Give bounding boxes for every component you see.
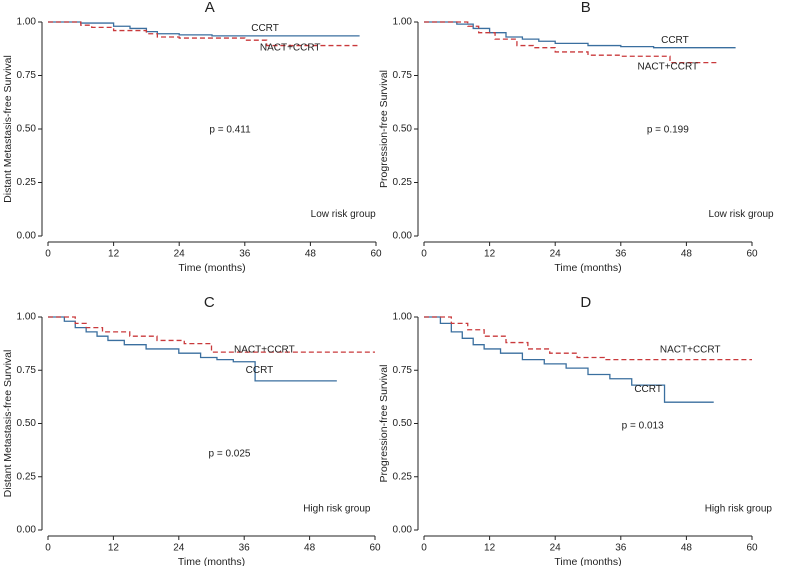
y-tick-label: 1.00 [393,312,413,323]
y-tick-label: 0.75 [17,365,37,376]
survival-curve [48,316,375,353]
y-tick-label: 0.25 [17,471,37,482]
x-tick-label: 60 [370,249,382,260]
panel-title: B [581,0,591,16]
y-tick-label: 0.00 [393,525,413,536]
series-label: CCRT [251,23,279,34]
group-label: High risk group [705,503,773,514]
survival-curve [48,21,360,37]
y-tick-label: 0.75 [393,365,413,376]
y-tick-label: 0.50 [17,124,37,135]
x-tick-label: 12 [484,543,496,554]
x-tick-label: 24 [550,543,562,554]
y-tick-label: 0.00 [393,231,413,242]
survival-curve [424,316,714,403]
x-tick-label: 36 [239,543,251,554]
x-axis-label: Time (months) [554,556,621,566]
x-tick-label: 48 [305,249,317,260]
y-tick-label: 0.00 [17,231,37,242]
y-axis-label: Distant Metastasis-free Survival [2,350,14,498]
survival-curve [424,21,736,49]
group-label: Low risk group [709,209,774,220]
x-tick-label: 24 [550,249,562,260]
series-label: CCRT [634,384,662,395]
y-tick-label: 1.00 [393,17,413,28]
x-tick-label: 12 [484,249,496,260]
series-label: NACT+CCRT [660,345,721,356]
group-label: High risk group [303,503,371,514]
y-tick-label: 0.50 [393,124,413,135]
x-tick-label: 60 [746,249,758,260]
x-tick-label: 60 [746,543,758,554]
x-tick-label: 24 [174,249,186,260]
p-value: p = 0.411 [209,125,251,136]
x-tick-label: 48 [304,543,316,554]
y-tick-label: 0.25 [17,177,37,188]
x-tick-label: 48 [681,249,693,260]
x-axis-label: Time (months) [178,262,245,274]
series-label: CCRT [661,35,689,46]
y-tick-label: 0.50 [393,418,413,429]
x-tick-label: 48 [681,543,693,554]
panel-title: A [205,0,215,16]
y-axis-label: Progression-free Survival [378,365,390,483]
x-tick-label: 12 [108,249,120,260]
p-value: p = 0.025 [208,449,250,460]
survival-curve [424,316,752,361]
panel-title: C [204,294,215,311]
y-tick-label: 1.00 [17,17,37,28]
x-tick-label: 0 [421,249,427,260]
x-tick-label: 36 [615,543,627,554]
series-label: CCRT [246,365,274,376]
p-value: p = 0.199 [647,125,689,136]
y-tick-label: 0.25 [393,471,413,482]
x-tick-label: 24 [173,543,185,554]
p-value: p = 0.013 [622,420,664,431]
x-tick-label: 0 [421,543,427,554]
y-axis-label: Progression-free Survival [378,70,390,188]
survival-curve [48,316,337,382]
x-tick-label: 36 [615,249,627,260]
y-tick-label: 0.75 [17,70,37,81]
x-tick-label: 0 [45,543,51,554]
x-tick-label: 36 [239,249,251,260]
y-tick-label: 0.75 [393,70,413,81]
y-tick-label: 0.50 [17,418,37,429]
x-axis-label: Time (months) [554,262,621,274]
x-tick-label: 12 [108,543,120,554]
series-label: NACT+CCRT [637,62,698,73]
series-label: NACT+CCRT [234,345,295,356]
x-tick-label: 0 [45,249,51,260]
y-tick-label: 0.25 [393,177,413,188]
group-label: Low risk group [311,209,376,220]
x-tick-label: 60 [369,543,381,554]
survival-curve [48,21,360,47]
series-label: NACT+CCRT [260,42,321,53]
y-tick-label: 0.00 [17,525,37,536]
y-axis-label: Distant Metastasis-free Survival [2,55,14,203]
y-tick-label: 1.00 [17,312,37,323]
x-axis-label: Time (months) [178,556,245,566]
panel-title: D [580,294,591,311]
